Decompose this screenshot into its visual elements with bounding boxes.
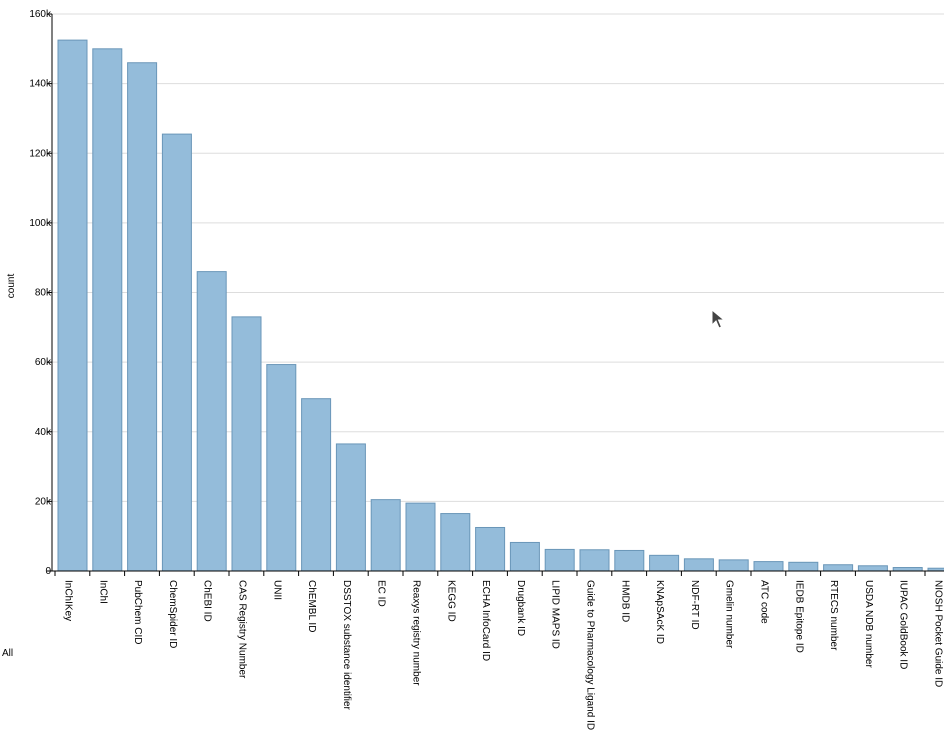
x-category-label: KEGG ID bbox=[445, 580, 456, 622]
x-category-label: Reaxys registry number bbox=[411, 580, 422, 686]
bar[interactable] bbox=[57, 39, 88, 572]
x-category-label: InChIKey bbox=[63, 580, 74, 621]
bar[interactable] bbox=[475, 526, 506, 572]
filter-label-all[interactable]: All bbox=[2, 648, 14, 659]
bar[interactable] bbox=[370, 499, 401, 572]
x-category-label: NDF-RT ID bbox=[689, 580, 700, 630]
x-category-label: KNApSAcK ID bbox=[654, 580, 665, 644]
bar[interactable] bbox=[892, 567, 923, 572]
bar[interactable] bbox=[335, 443, 366, 572]
x-category-label: ECHA InfoCard ID bbox=[480, 580, 491, 661]
y-tick-label: 120k bbox=[29, 148, 52, 159]
x-category-label: IEDB Epitope ID bbox=[793, 580, 804, 653]
y-tick-label: 20k bbox=[35, 496, 52, 507]
x-category-label: InChI bbox=[97, 580, 108, 604]
bar[interactable] bbox=[440, 513, 471, 572]
bar[interactable] bbox=[231, 316, 262, 572]
y-tick-label: 40k bbox=[35, 427, 52, 438]
bar[interactable] bbox=[196, 271, 227, 572]
bar[interactable] bbox=[544, 548, 575, 572]
x-category-label: PubChem CID bbox=[132, 580, 143, 644]
bar[interactable] bbox=[718, 559, 749, 572]
bar[interactable] bbox=[857, 565, 888, 572]
x-category-label: EC ID bbox=[376, 580, 387, 607]
bar[interactable] bbox=[683, 558, 714, 572]
bar[interactable] bbox=[92, 48, 123, 572]
bar[interactable] bbox=[301, 398, 332, 572]
x-category-label: ChemSpider ID bbox=[167, 580, 178, 648]
bar[interactable] bbox=[266, 364, 297, 572]
y-tick-label: 140k bbox=[29, 79, 52, 90]
x-category-labels: InChIKey InChI PubChem CID ChemSpider ID ChE… bbox=[63, 580, 944, 730]
bars bbox=[57, 39, 944, 572]
bar[interactable] bbox=[788, 561, 819, 572]
bar[interactable] bbox=[753, 561, 784, 572]
y-axis-title: count bbox=[6, 274, 17, 299]
bar[interactable] bbox=[614, 549, 645, 572]
x-category-label: Guide to Pharmacology Ligand ID bbox=[585, 580, 596, 730]
x-category-label: LIPID MAPS ID bbox=[550, 580, 561, 649]
x-category-label: ATC code bbox=[759, 580, 770, 624]
y-tick-label: 80k bbox=[35, 288, 52, 299]
mouse-pointer-icon bbox=[711, 309, 725, 329]
y-tick-label: 60k bbox=[35, 357, 52, 368]
bar[interactable] bbox=[579, 549, 610, 572]
x-category-label: DSSTOX substance identifier bbox=[341, 580, 352, 711]
x-category-label: Gmelin number bbox=[724, 580, 735, 649]
y-tick-labels: 0 20k 40k 60k 80k 100k 120k 140k 160k bbox=[29, 9, 52, 577]
x-category-label: ChEBI ID bbox=[202, 580, 213, 622]
x-category-label: NIOSH Pocket Guide ID bbox=[933, 580, 944, 687]
bar[interactable] bbox=[127, 62, 158, 572]
x-category-label: HMDB ID bbox=[619, 580, 630, 622]
bar[interactable] bbox=[405, 502, 436, 572]
y-tick-label: 160k bbox=[29, 9, 52, 20]
bar[interactable] bbox=[509, 541, 540, 572]
axes bbox=[47, 13, 944, 576]
x-category-label: IUPAC GoldBook ID bbox=[898, 580, 909, 669]
bar[interactable] bbox=[649, 554, 680, 572]
x-category-label: UNII bbox=[271, 580, 282, 600]
x-category-label: RTECS number bbox=[828, 580, 839, 651]
bar[interactable] bbox=[161, 133, 192, 572]
y-tick-label: 100k bbox=[29, 218, 52, 229]
y-tick-label: 0 bbox=[45, 566, 51, 577]
x-category-label: CAS Registry Number bbox=[237, 580, 248, 679]
bar[interactable] bbox=[823, 564, 854, 572]
x-category-label: USDA NDB number bbox=[863, 580, 874, 668]
x-category-label: Drugbank ID bbox=[515, 580, 526, 636]
x-category-label: ChEMBL ID bbox=[306, 580, 317, 632]
